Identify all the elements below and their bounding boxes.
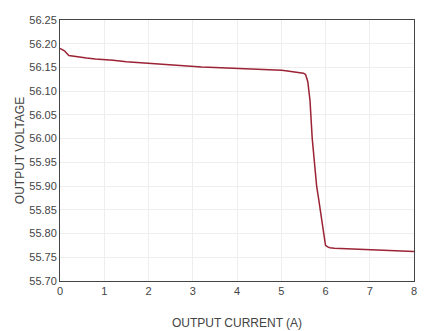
svg-text:7: 7 bbox=[367, 285, 373, 297]
svg-text:8: 8 bbox=[411, 285, 417, 297]
svg-text:1: 1 bbox=[101, 285, 107, 297]
svg-text:55.90: 55.90 bbox=[29, 180, 57, 192]
svg-text:OUTPUT VOLTAGE: OUTPUT VOLTAGE bbox=[13, 97, 27, 204]
svg-text:55.85: 55.85 bbox=[29, 204, 57, 216]
svg-text:56.10: 56.10 bbox=[29, 85, 57, 97]
svg-text:56.25: 56.25 bbox=[29, 14, 57, 26]
svg-text:3: 3 bbox=[190, 285, 196, 297]
svg-text:56.20: 56.20 bbox=[29, 38, 57, 50]
svg-text:OUTPUT CURRENT (A): OUTPUT CURRENT (A) bbox=[172, 316, 302, 330]
svg-text:55.75: 55.75 bbox=[29, 251, 57, 263]
svg-text:56.05: 56.05 bbox=[29, 109, 57, 121]
svg-text:55.95: 55.95 bbox=[29, 156, 57, 168]
svg-text:4: 4 bbox=[234, 285, 240, 297]
svg-text:55.70: 55.70 bbox=[29, 275, 57, 287]
svg-text:0: 0 bbox=[57, 285, 63, 297]
svg-text:56.00: 56.00 bbox=[29, 132, 57, 144]
svg-text:6: 6 bbox=[322, 285, 328, 297]
svg-text:2: 2 bbox=[145, 285, 151, 297]
svg-text:56.15: 56.15 bbox=[29, 61, 57, 73]
svg-text:5: 5 bbox=[278, 285, 284, 297]
svg-text:55.80: 55.80 bbox=[29, 227, 57, 239]
